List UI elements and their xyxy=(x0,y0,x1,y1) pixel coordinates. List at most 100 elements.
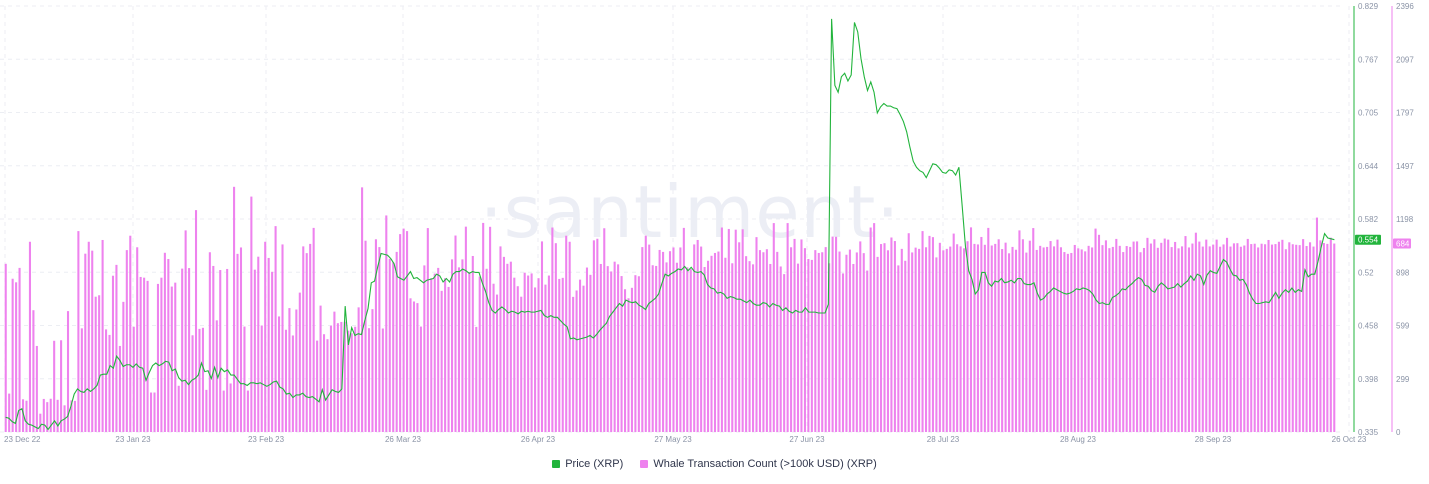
whale-count-bar xyxy=(520,296,523,432)
whale-count-bar xyxy=(831,236,834,432)
whale-count-bar xyxy=(835,236,838,432)
whale-count-bar xyxy=(39,413,42,432)
whale-count-bar xyxy=(219,270,222,432)
whale-count-bar xyxy=(1229,246,1232,432)
whale-count-bar xyxy=(599,263,602,432)
whale-count-bar xyxy=(911,252,914,432)
whale-count-bar xyxy=(672,247,675,432)
x-tick-label: 26 Oct 23 xyxy=(1332,435,1367,444)
whale-count-bar xyxy=(118,345,121,432)
whale-count-bar xyxy=(634,275,637,432)
whale-count-bar xyxy=(468,272,471,432)
whale-count-bar xyxy=(963,248,966,432)
whale-count-bar xyxy=(758,250,761,432)
whale-count-bar xyxy=(1264,244,1267,432)
whale-count-bar xyxy=(1170,247,1173,432)
x-tick-label: 23 Feb 23 xyxy=(248,435,285,444)
whale-count-bar xyxy=(973,243,976,432)
whale-count-bar xyxy=(558,278,561,432)
whale-count-bar xyxy=(281,244,284,432)
whale-count-bar xyxy=(662,251,665,432)
count-tick-label: 299 xyxy=(1396,375,1410,384)
whale-count-bar xyxy=(381,328,384,432)
whale-count-bar xyxy=(637,276,640,432)
whale-count-bar xyxy=(361,187,364,432)
last-count-badge xyxy=(1393,238,1411,249)
whale-count-bar xyxy=(1129,246,1132,432)
whale-count-bar xyxy=(724,257,727,432)
whale-count-bar xyxy=(918,248,921,432)
whale-count-bar xyxy=(416,303,419,432)
whale-count-bar xyxy=(451,259,454,432)
whale-count-bar xyxy=(374,239,377,432)
whale-count-bar xyxy=(738,242,741,432)
whale-count-bar xyxy=(385,215,388,432)
whale-count-bar xyxy=(433,273,436,432)
whale-count-bar xyxy=(1212,244,1215,432)
whale-count-bar xyxy=(364,240,367,432)
whale-count-bar xyxy=(938,242,941,432)
whale-count-bar xyxy=(675,262,678,432)
whale-count-bar xyxy=(108,334,111,432)
whale-count-bar xyxy=(174,282,177,432)
whale-count-bar xyxy=(1063,252,1066,432)
whale-count-bar xyxy=(565,235,568,432)
whale-count-bar xyxy=(257,256,260,432)
whale-count-bar xyxy=(651,265,654,432)
whale-count-bar xyxy=(620,276,623,432)
whale-count-bar xyxy=(807,259,810,432)
x-tick-label: 28 Aug 23 xyxy=(1060,435,1097,444)
whale-count-bar xyxy=(18,267,21,432)
legend: Price (XRP) Whale Transaction Count (>10… xyxy=(0,458,1429,471)
whale-count-bar xyxy=(596,238,599,432)
whale-count-bar xyxy=(575,290,578,432)
count-tick-label: 599 xyxy=(1396,322,1410,331)
whale-count-bar xyxy=(952,233,955,432)
whale-count-bar xyxy=(686,267,689,432)
whale-count-bar xyxy=(617,264,620,432)
whale-count-bar xyxy=(464,226,467,432)
whale-count-bar xyxy=(423,265,426,432)
whale-count-bar xyxy=(312,227,315,432)
whale-count-bar xyxy=(1018,230,1021,432)
whale-count-bar xyxy=(77,231,80,432)
whale-count-bar xyxy=(70,400,73,432)
whale-count-bar xyxy=(852,263,855,432)
whale-count-bar xyxy=(229,383,232,432)
whale-count-bar xyxy=(838,251,841,432)
whale-count-bar xyxy=(167,259,170,432)
whale-count-bar xyxy=(28,241,31,432)
whale-count-bar xyxy=(1333,243,1336,432)
whale-count-bar xyxy=(731,263,734,432)
legend-item-whale-count[interactable]: Whale Transaction Count (>100k USD) (XRP… xyxy=(640,458,877,470)
whale-count-bar xyxy=(1205,239,1208,432)
whale-count-bar xyxy=(246,390,249,432)
whale-count-bar xyxy=(904,260,907,432)
price-tick-label: 0.398 xyxy=(1358,375,1379,384)
price-tick-label: 0.52 xyxy=(1358,268,1374,277)
whale-count-bar xyxy=(1194,232,1197,432)
price-tick-label: 0.582 xyxy=(1358,215,1379,224)
legend-item-price[interactable]: Price (XRP) xyxy=(552,458,623,470)
whale-count-bar xyxy=(1298,245,1301,432)
whale-count-bar xyxy=(713,252,717,432)
whale-count-bar xyxy=(319,305,322,432)
whale-count-bar xyxy=(49,398,52,432)
whale-count-bar xyxy=(862,253,865,432)
whale-count-bar xyxy=(475,326,478,432)
whale-count-bar xyxy=(66,311,70,432)
x-tick-label: 26 Apr 23 xyxy=(521,435,556,444)
whale-count-bar xyxy=(980,236,983,432)
whale-count-bar xyxy=(1181,246,1184,432)
whale-count-bar xyxy=(1302,239,1305,432)
count-tick-label: 1497 xyxy=(1396,162,1414,171)
whale-count-bar xyxy=(793,238,796,432)
whale-count-bar xyxy=(94,296,97,432)
whale-count-bar xyxy=(997,239,1000,432)
whale-count-bar xyxy=(976,244,979,432)
whale-count-bar xyxy=(748,261,751,432)
whale-count-bar xyxy=(1167,239,1170,432)
whale-count-bar xyxy=(1160,242,1163,432)
whale-count-bar xyxy=(181,268,184,432)
whale-count-bar xyxy=(163,252,166,432)
